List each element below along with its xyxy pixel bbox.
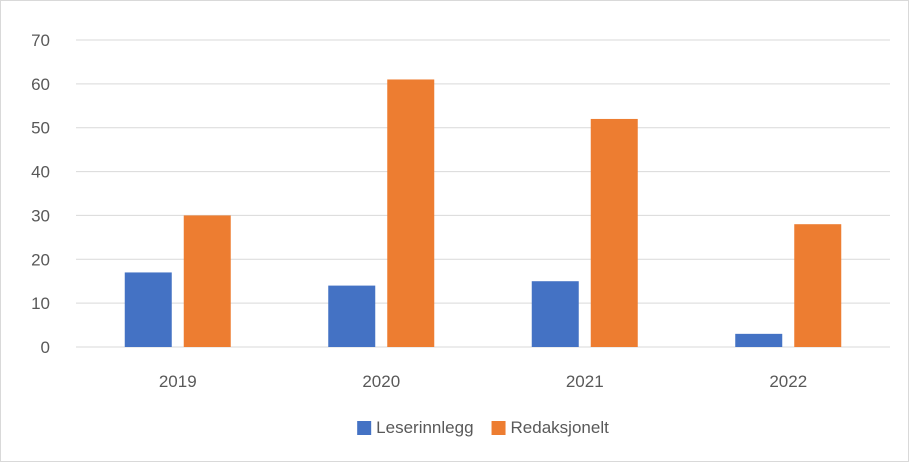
legend-label: Redaksjonelt [511,418,610,437]
bar-leserinnlegg-2021 [531,281,579,347]
bar-leserinnlegg-2022 [735,333,783,347]
legend: Leserinnlegg Redaksjonelt [357,418,609,437]
x-tick-label: 2022 [769,372,807,391]
bar-redaksjonelt-2020 [387,79,435,347]
y-tick-label: 20 [31,250,50,269]
bar-redaksjonelt-2021 [590,118,638,347]
y-tick-label: 30 [31,206,50,225]
legend-item: Leserinnlegg [357,418,474,437]
y-tick-label: 60 [31,75,50,94]
legend-swatch [491,421,506,435]
y-tick-label: 50 [31,119,50,138]
bar-leserinnlegg-2020 [328,285,376,347]
bar-redaksjonelt-2022 [794,224,842,347]
legend-label: Leserinnlegg [376,418,473,437]
x-axis: 2019 2020 2021 2022 [159,372,807,391]
legend-item: Redaksjonelt [491,418,610,437]
y-axis: 0 10 20 30 40 50 60 70 [31,31,50,357]
x-tick-label: 2020 [362,372,400,391]
y-tick-label: 70 [31,31,50,50]
bars [124,79,842,347]
y-tick-label: 10 [31,294,50,313]
y-tick-label: 40 [31,163,50,182]
y-tick-label: 0 [41,338,50,357]
x-tick-label: 2021 [566,372,604,391]
bar-leserinnlegg-2019 [124,272,172,347]
x-tick-label: 2019 [159,372,197,391]
bar-redaksjonelt-2019 [183,215,231,347]
legend-swatch [357,421,372,435]
